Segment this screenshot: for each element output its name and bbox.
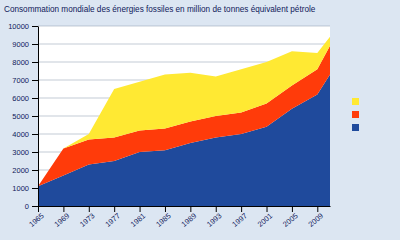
tick-label: 1993 bbox=[205, 211, 224, 229]
tick: 0 bbox=[25, 202, 38, 211]
tick-label: 1981 bbox=[129, 211, 148, 229]
chart: Consommation mondiale des énergies fossi… bbox=[0, 0, 400, 240]
tick-label: 8000 bbox=[12, 58, 29, 67]
tick: 1993 bbox=[205, 206, 224, 229]
axis-line bbox=[38, 27, 39, 207]
tick-mark bbox=[32, 26, 38, 27]
tick-mark bbox=[32, 98, 38, 99]
y-axis: 0 1000 2000 3000 4000 5000 6000 7000 8000 9000 100… bbox=[8, 22, 38, 211]
grid-line bbox=[38, 26, 330, 27]
areas bbox=[38, 37, 330, 206]
tick: 5000 bbox=[12, 112, 38, 121]
tick-label: 1977 bbox=[103, 211, 122, 229]
tick-label: 1000 bbox=[12, 184, 29, 193]
legend-swatch bbox=[352, 124, 359, 131]
tick-mark bbox=[32, 116, 38, 117]
tick: 3000 bbox=[12, 148, 38, 157]
legend bbox=[352, 98, 359, 131]
tick: 1981 bbox=[129, 206, 148, 229]
area bbox=[38, 37, 330, 186]
axis-line bbox=[39, 206, 331, 207]
x-axis: 1965 1969 1973 1977 1981 1985 1989 1993 1997 2001… bbox=[27, 206, 330, 229]
tick: 1973 bbox=[78, 206, 97, 229]
tick-label: 6000 bbox=[12, 94, 29, 103]
tick-mark bbox=[32, 44, 38, 45]
tick-label: 1997 bbox=[230, 211, 249, 229]
tick: 9000 bbox=[12, 40, 38, 49]
tick: 2005 bbox=[281, 206, 300, 229]
tick: 10000 bbox=[8, 22, 38, 31]
tick-label: 7000 bbox=[12, 76, 29, 85]
tick: 1989 bbox=[180, 206, 199, 229]
tick: 6000 bbox=[12, 94, 38, 103]
tick-label: 2000 bbox=[12, 166, 29, 175]
tick: 1965 bbox=[27, 206, 46, 229]
tick-label: 3000 bbox=[12, 148, 29, 157]
tick-label: 5000 bbox=[12, 112, 29, 121]
tick-mark bbox=[32, 188, 38, 189]
tick-label: 2001 bbox=[256, 211, 275, 229]
tick-label: 2009 bbox=[307, 211, 326, 229]
tick: 2009 bbox=[307, 206, 326, 229]
title: Consommation mondiale des énergies fossi… bbox=[4, 5, 316, 14]
tick: 1997 bbox=[230, 206, 249, 229]
legend-swatch bbox=[352, 98, 359, 105]
tick: 4000 bbox=[12, 130, 38, 139]
tick: 1969 bbox=[53, 206, 72, 229]
tick-label: 1985 bbox=[154, 211, 173, 229]
tick: 2001 bbox=[256, 206, 275, 229]
tick: 1985 bbox=[154, 206, 173, 229]
tick-mark bbox=[32, 152, 38, 153]
tick-mark bbox=[32, 134, 38, 135]
tick-label: 1989 bbox=[180, 211, 199, 229]
tick-label: 1969 bbox=[53, 211, 72, 229]
tick: 7000 bbox=[12, 76, 38, 85]
tick: 1000 bbox=[12, 184, 38, 193]
tick: 1977 bbox=[103, 206, 122, 229]
tick-mark bbox=[32, 170, 38, 171]
tick-label: 1965 bbox=[27, 211, 46, 229]
tick-label: 1973 bbox=[78, 211, 97, 229]
legend-swatch bbox=[352, 111, 359, 118]
grid-line bbox=[38, 44, 330, 45]
tick: 8000 bbox=[12, 58, 38, 67]
tick-label: 4000 bbox=[12, 130, 29, 139]
tick-label: 10000 bbox=[8, 22, 29, 31]
tick-label: 9000 bbox=[12, 40, 29, 49]
plot: 0 1000 2000 3000 4000 5000 6000 7000 8000 9000 100… bbox=[8, 22, 330, 229]
tick-label: 2005 bbox=[281, 211, 300, 229]
tick-mark bbox=[32, 80, 38, 81]
plot-background bbox=[38, 26, 330, 206]
tick-label: 0 bbox=[25, 202, 29, 211]
tick: 2000 bbox=[12, 166, 38, 175]
tick-mark bbox=[32, 206, 38, 207]
tick-mark bbox=[32, 62, 38, 63]
